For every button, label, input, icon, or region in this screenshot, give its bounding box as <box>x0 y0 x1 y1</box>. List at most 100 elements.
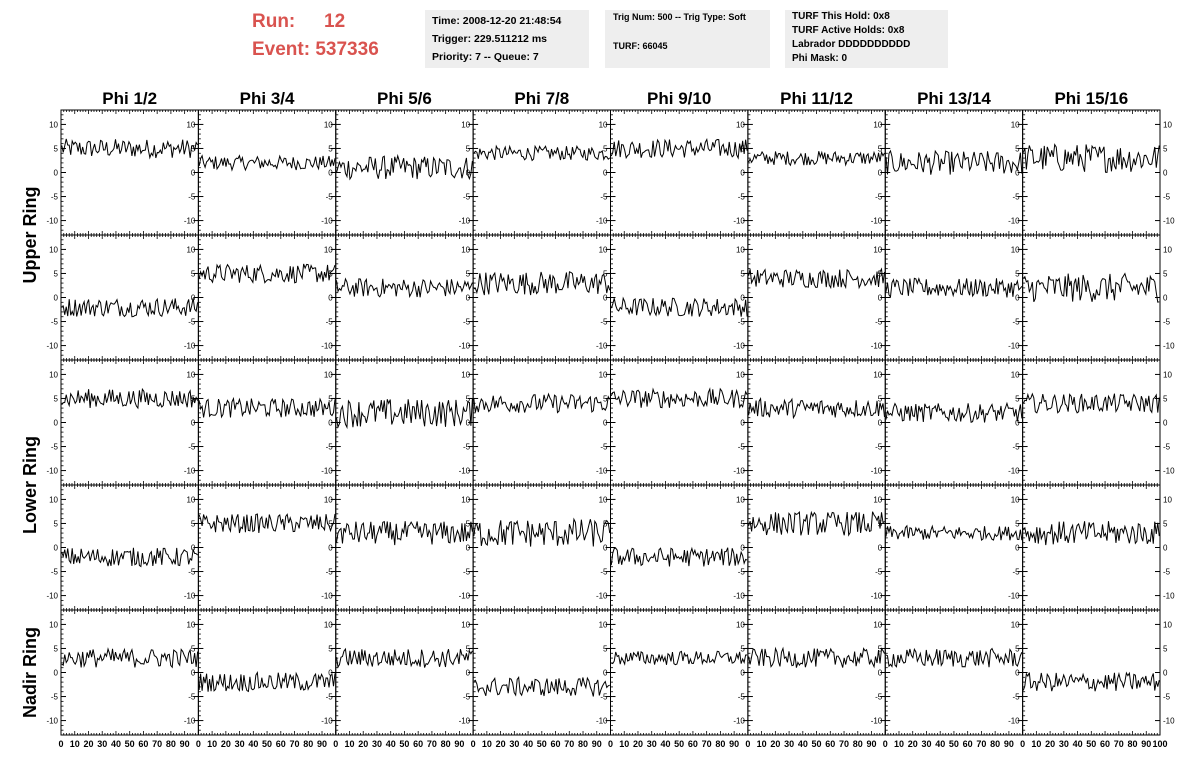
y-tick-label: -10 <box>1163 592 1175 601</box>
y-tick-label: 0 <box>466 294 471 303</box>
y-tick-label: 10 <box>599 120 608 129</box>
panel-frame <box>747 109 886 236</box>
waveform-trace <box>748 397 885 420</box>
y-tick-label: -10 <box>459 217 471 226</box>
y-tick-label: 5 <box>466 144 471 153</box>
y-tick-label: 0 <box>878 544 883 553</box>
y-tick-label: -10 <box>321 592 333 601</box>
panel-frame <box>747 484 886 611</box>
waveform-trace <box>610 387 748 409</box>
y-tick-label: -5 <box>326 443 334 452</box>
panel-frame <box>747 359 886 486</box>
event-label: Event: <box>252 39 311 60</box>
y-tick-label: 10 <box>324 120 333 129</box>
y-tick-label: 10 <box>1011 245 1020 254</box>
y-tick-label: -5 <box>463 568 471 577</box>
y-tick-label: -5 <box>738 568 746 577</box>
y-tick-label: -5 <box>188 443 196 452</box>
y-tick-label: -5 <box>1013 193 1021 202</box>
y-tick-label: -10 <box>46 342 58 351</box>
turf-info-panel: TURF This Hold: 0x8 TURF Active Holds: 0… <box>785 10 948 68</box>
y-tick-label: -10 <box>46 467 58 476</box>
y-tick-label: 10 <box>324 370 333 379</box>
y-tick-label: -5 <box>875 193 883 202</box>
y-tick-label: 5 <box>54 269 59 278</box>
waveform-trace <box>198 513 336 534</box>
y-tick-label: -5 <box>188 193 196 202</box>
y-tick-label: 10 <box>873 370 882 379</box>
y-tick-label: 10 <box>49 495 58 504</box>
y-tick-label: -10 <box>321 217 333 226</box>
y-tick-label: -10 <box>733 342 745 351</box>
y-tick-label: 10 <box>1163 370 1172 379</box>
y-tick-label: 5 <box>878 519 883 528</box>
column-header: Phi 3/4 <box>240 89 295 108</box>
y-tick-label: 10 <box>324 245 333 254</box>
y-tick-label: -10 <box>321 467 333 476</box>
run-label: Run: <box>252 11 296 32</box>
panel-frame <box>335 109 474 236</box>
y-tick-label: 10 <box>873 245 882 254</box>
y-tick-label: 10 <box>461 245 470 254</box>
y-tick-label: -10 <box>321 717 333 726</box>
y-tick-label: -5 <box>600 318 608 327</box>
y-tick-label: 10 <box>49 120 58 129</box>
labrador-text: Labrador DDDDDDDDDD <box>792 39 911 50</box>
y-tick-label: 5 <box>1163 269 1168 278</box>
y-tick-label: -10 <box>733 217 745 226</box>
waveform-trace <box>885 401 1023 423</box>
y-tick-label: -10 <box>459 342 471 351</box>
y-tick-label: 0 <box>603 294 608 303</box>
y-tick-label: 0 <box>466 419 471 428</box>
waveform-trace <box>198 154 336 172</box>
y-tick-label: -10 <box>871 592 883 601</box>
phi-mask-text: Phi Mask: 0 <box>792 53 848 64</box>
waveform-trace <box>198 396 336 419</box>
y-tick-label: -10 <box>596 467 608 476</box>
y-tick-label: 0 <box>1163 294 1168 303</box>
y-tick-label: 10 <box>1011 495 1020 504</box>
y-tick-label: -5 <box>1163 568 1171 577</box>
y-tick-label: -10 <box>871 342 883 351</box>
y-tick-label: 5 <box>466 519 471 528</box>
panel-frame <box>472 609 611 736</box>
waveform-trace <box>473 517 611 547</box>
waveform-trace <box>336 277 473 299</box>
y-tick-label: -5 <box>188 568 196 577</box>
column-header: Phi 5/6 <box>377 89 432 108</box>
y-tick-label: 5 <box>54 144 59 153</box>
y-tick-label: 10 <box>1011 370 1020 379</box>
y-tick-label: -5 <box>326 693 334 702</box>
y-tick-label: 10 <box>324 495 333 504</box>
y-tick-label: -5 <box>600 568 608 577</box>
y-tick-label: 0 <box>54 419 59 428</box>
y-tick-label: 0 <box>1015 294 1020 303</box>
y-tick-label: 10 <box>1163 495 1172 504</box>
y-tick-label: 0 <box>328 294 333 303</box>
panel-frame <box>60 359 199 486</box>
y-tick-label: -5 <box>51 318 59 327</box>
waveform-trace <box>748 267 885 290</box>
y-tick-label: -5 <box>738 318 746 327</box>
y-tick-label: 5 <box>466 269 471 278</box>
panel-frame <box>197 609 337 736</box>
y-tick-label: 5 <box>328 519 333 528</box>
y-tick-label: -5 <box>1163 193 1171 202</box>
y-tick-label: -5 <box>875 443 883 452</box>
panel-frame <box>60 234 199 361</box>
y-tick-label: -5 <box>326 568 334 577</box>
y-tick-label: -10 <box>1008 342 1020 351</box>
panel-frame <box>197 359 337 486</box>
y-tick-label: 0 <box>740 169 745 178</box>
y-tick-label: -10 <box>871 217 883 226</box>
y-tick-label: -5 <box>875 318 883 327</box>
y-tick-label: -10 <box>1008 217 1020 226</box>
y-tick-label: 10 <box>736 245 745 254</box>
y-tick-label: -5 <box>1163 318 1171 327</box>
time-info-panel: Time: 2008-12-20 21:48:54 Trigger: 229.5… <box>425 10 589 68</box>
y-tick-label: 5 <box>1163 394 1168 403</box>
y-tick-label: 5 <box>466 394 471 403</box>
panel-frame <box>197 109 337 236</box>
trigger-info-panel: Trig Num: 500 -- Trig Type: Soft TURF: 6… <box>605 10 770 68</box>
column-header: Phi 13/14 <box>917 89 991 108</box>
